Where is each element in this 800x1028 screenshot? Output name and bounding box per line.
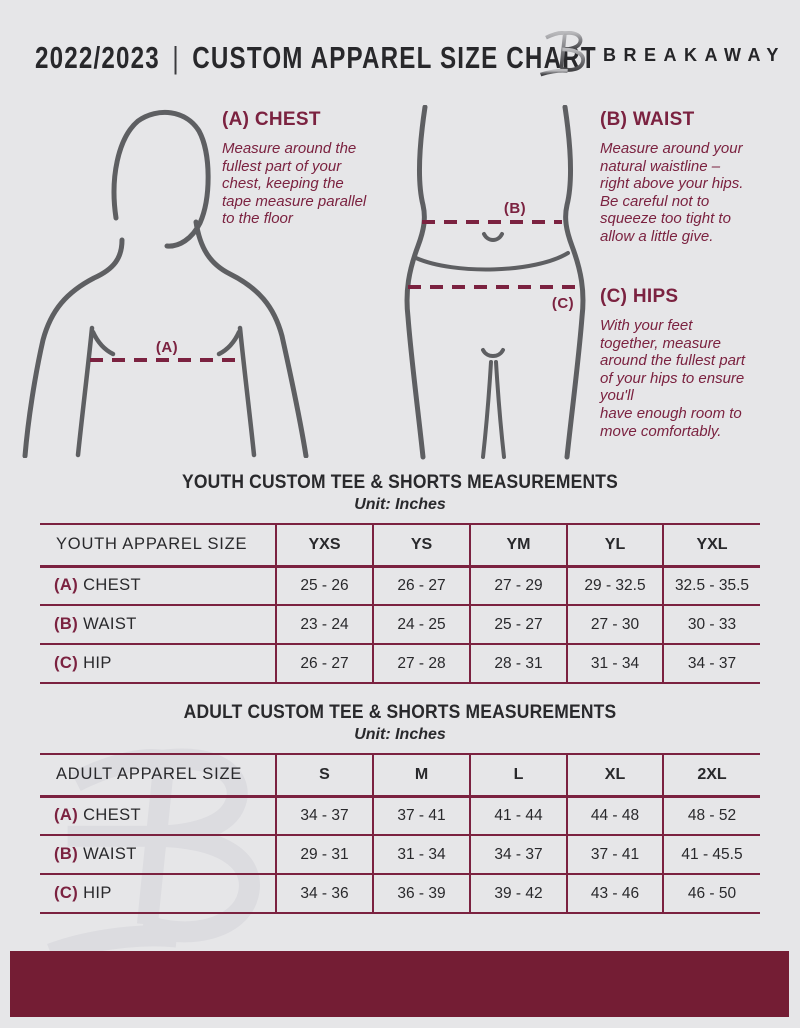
measurement-cell: 31 - 34 [566, 644, 663, 684]
waist-heading: (B) WAIST [600, 109, 695, 130]
row-label: WAIST [83, 845, 137, 863]
hips-instructions: (C) HIPS With your feet together, measur… [600, 286, 790, 440]
column-header-ym: YM [469, 523, 567, 568]
measurement-cell: 27 - 28 [372, 644, 470, 684]
measurement-cell: 28 - 31 [469, 644, 567, 684]
row-label: WAIST [83, 615, 137, 633]
youth-chest-row: (A) CHEST 25 - 26 26 - 27 27 - 29 29 - 32… [40, 566, 760, 606]
document-title: 2022/2023 | CUSTOM APPAREL SIZE CHART [35, 40, 597, 76]
chest-diagram: (A) [22, 109, 309, 458]
measurement-cell: 34 - 36 [275, 874, 373, 914]
footer-bar [10, 951, 789, 1017]
measurement-cell: 26 - 27 [372, 566, 470, 606]
youth-size-table: YOUTH APPAREL SIZE YXS YS YM YL YXL (A) C… [40, 523, 760, 684]
adult-section-title: ADULT CUSTOM TEE & SHORTS MEASUREMENTS [183, 702, 617, 723]
row-key: (B) [54, 845, 79, 863]
measurement-cell: 46 - 50 [662, 874, 760, 914]
measurement-cell: 29 - 31 [275, 835, 373, 875]
measurement-cell: 25 - 27 [469, 605, 567, 645]
measurement-cell: 23 - 24 [275, 605, 373, 645]
season-label: 2022/2023 [35, 40, 160, 75]
adult-hip-row: (C) HIP 34 - 36 36 - 39 39 - 42 43 - 46 4… [40, 874, 760, 914]
column-header-m: M [372, 753, 470, 798]
hips-body-text: With your feet together, measure around … [600, 317, 746, 440]
row-key: (B) [54, 615, 79, 633]
waist-marker-label: (B) [504, 200, 526, 217]
brand-wordmark: BREAKAWAY [603, 45, 786, 65]
youth-unit-label: Unit: Inches [354, 496, 446, 513]
measurement-cell: 27 - 29 [469, 566, 567, 606]
adult-size-label: ADULT APPAREL SIZE [40, 753, 276, 798]
measurement-cell: 44 - 48 [566, 796, 663, 836]
page-title: CUSTOM APPAREL SIZE CHART [192, 40, 597, 75]
adult-unit-label: Unit: Inches [354, 726, 446, 743]
measurement-cell: 30 - 33 [662, 605, 760, 645]
row-key: (A) [54, 576, 79, 595]
measurement-cell: 37 - 41 [566, 835, 663, 875]
column-header-yl: YL [566, 523, 663, 568]
youth-hip-row: (C) HIP 26 - 27 27 - 28 28 - 31 31 - 34 3… [40, 644, 760, 684]
waist-body-text: Measure around your natural waistline – … [600, 140, 744, 245]
breakaway-logo-icon [539, 30, 586, 77]
measurement-cell: 25 - 26 [275, 566, 373, 606]
waist-hips-diagram: (B) (C) [404, 105, 586, 460]
adult-header-row: ADULT APPAREL SIZE S M L XL 2XL [40, 753, 760, 798]
column-header-l: L [469, 753, 567, 798]
measurement-cell: 34 - 37 [469, 835, 567, 875]
row-key: (C) [54, 654, 79, 672]
row-label: HIP [83, 884, 112, 902]
measurement-cell: 29 - 32.5 [566, 566, 663, 606]
measurement-cell: 24 - 25 [372, 605, 470, 645]
measurement-cell: 34 - 37 [275, 796, 373, 836]
row-label: CHEST [83, 806, 142, 825]
youth-header-row: YOUTH APPAREL SIZE YXS YS YM YL YXL [40, 523, 760, 568]
adult-chest-row: (A) CHEST 34 - 37 37 - 41 41 - 44 44 - 48… [40, 796, 760, 836]
row-label: HIP [83, 654, 112, 672]
waist-instructions: (B) WAIST Measure around your natural wa… [600, 109, 790, 246]
measurement-cell: 48 - 52 [662, 796, 760, 836]
measurement-cell: 27 - 30 [566, 605, 663, 645]
measurement-cell: 32.5 - 35.5 [662, 566, 760, 606]
hips-marker-label: (C) [552, 295, 574, 312]
chest-heading: (A) CHEST [222, 109, 321, 130]
row-key: (C) [54, 884, 79, 902]
adult-waist-row: (B) WAIST 29 - 31 31 - 34 34 - 37 37 - 41… [40, 835, 760, 875]
measurement-cell: 39 - 42 [469, 874, 567, 914]
column-header-2xl: 2XL [662, 753, 760, 798]
row-key: (A) [54, 806, 79, 825]
chest-instructions: (A) CHEST Measure around the fullest par… [222, 109, 407, 228]
column-header-yxl: YXL [662, 523, 760, 568]
column-header-yxs: YXS [275, 523, 373, 568]
title-divider: | [172, 40, 180, 75]
measurement-cell: 36 - 39 [372, 874, 470, 914]
measurement-cell: 41 - 45.5 [662, 835, 760, 875]
chest-body-text: Measure around the fullest part of your … [222, 140, 367, 228]
youth-size-label: YOUTH APPAREL SIZE [40, 523, 276, 568]
hips-heading: (C) HIPS [600, 286, 679, 307]
column-header-xl: XL [566, 753, 663, 798]
chest-marker-label: (A) [156, 339, 178, 356]
measurement-cell: 43 - 46 [566, 874, 663, 914]
adult-size-table: ADULT APPAREL SIZE S M L XL 2XL (A) CHEST… [40, 753, 760, 914]
measurement-cell: 34 - 37 [662, 644, 760, 684]
column-header-ys: YS [372, 523, 470, 568]
measurement-cell: 31 - 34 [372, 835, 470, 875]
measurement-cell: 37 - 41 [372, 796, 470, 836]
measurement-cell: 26 - 27 [275, 644, 373, 684]
row-label: CHEST [83, 576, 142, 595]
youth-section-title: YOUTH CUSTOM TEE & SHORTS MEASUREMENTS [182, 472, 618, 493]
measurement-cell: 41 - 44 [469, 796, 567, 836]
youth-waist-row: (B) WAIST 23 - 24 24 - 25 25 - 27 27 - 30… [40, 605, 760, 645]
column-header-s: S [275, 753, 373, 798]
